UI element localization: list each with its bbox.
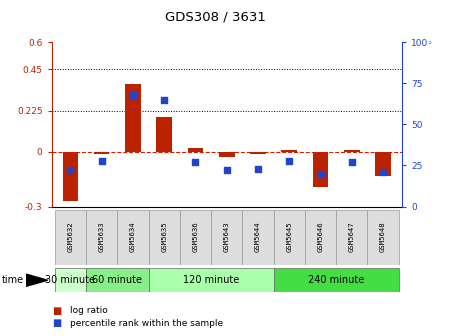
Text: GSM5643: GSM5643 xyxy=(224,221,230,252)
Point xyxy=(223,168,230,173)
Bar xyxy=(282,150,297,152)
Point xyxy=(317,171,324,176)
Bar xyxy=(219,152,234,157)
Bar xyxy=(242,210,273,265)
Bar xyxy=(344,150,360,152)
Text: ■: ■ xyxy=(52,306,61,316)
Text: GSM5647: GSM5647 xyxy=(349,221,355,252)
Bar xyxy=(117,210,149,265)
Text: GSM5648: GSM5648 xyxy=(380,221,386,252)
Bar xyxy=(86,268,149,292)
Bar xyxy=(149,268,273,292)
Bar xyxy=(273,268,399,292)
Bar xyxy=(55,210,86,265)
Bar xyxy=(149,210,180,265)
Point xyxy=(255,166,262,171)
Text: 60 minute: 60 minute xyxy=(92,275,142,285)
Bar xyxy=(250,152,266,154)
Bar xyxy=(86,210,117,265)
Text: GSM5634: GSM5634 xyxy=(130,221,136,252)
Point xyxy=(348,160,356,165)
Text: GDS308 / 3631: GDS308 / 3631 xyxy=(165,10,266,24)
Text: ■: ■ xyxy=(52,318,61,328)
Text: GSM5633: GSM5633 xyxy=(99,221,105,252)
Bar xyxy=(336,210,367,265)
Text: log ratio: log ratio xyxy=(70,306,108,315)
Bar xyxy=(180,210,211,265)
Text: GSM5635: GSM5635 xyxy=(161,221,167,252)
Text: GSM5644: GSM5644 xyxy=(255,221,261,252)
Bar xyxy=(211,210,242,265)
Bar xyxy=(156,117,172,152)
Bar xyxy=(55,268,86,292)
Bar xyxy=(367,210,399,265)
Bar xyxy=(125,84,141,152)
Point xyxy=(192,160,199,165)
Point xyxy=(98,158,105,163)
Text: 30 minute: 30 minute xyxy=(45,275,95,285)
Text: GSM5636: GSM5636 xyxy=(193,221,198,252)
Text: 120 minute: 120 minute xyxy=(183,275,239,285)
Text: GSM5645: GSM5645 xyxy=(286,221,292,252)
Point xyxy=(67,168,74,173)
Polygon shape xyxy=(26,274,48,286)
Text: GSM5632: GSM5632 xyxy=(67,221,73,252)
Bar xyxy=(188,148,203,152)
Bar xyxy=(375,152,391,175)
Bar xyxy=(62,152,78,201)
Point xyxy=(129,92,136,97)
Text: GSM5646: GSM5646 xyxy=(317,221,324,252)
Bar xyxy=(94,152,110,154)
Point xyxy=(161,97,168,102)
Text: percentile rank within the sample: percentile rank within the sample xyxy=(70,319,224,328)
Text: time: time xyxy=(2,275,24,285)
Text: 240 minute: 240 minute xyxy=(308,275,364,285)
Bar xyxy=(305,210,336,265)
Point xyxy=(286,158,293,163)
Bar xyxy=(313,152,328,186)
Point xyxy=(379,169,387,175)
Bar xyxy=(273,210,305,265)
